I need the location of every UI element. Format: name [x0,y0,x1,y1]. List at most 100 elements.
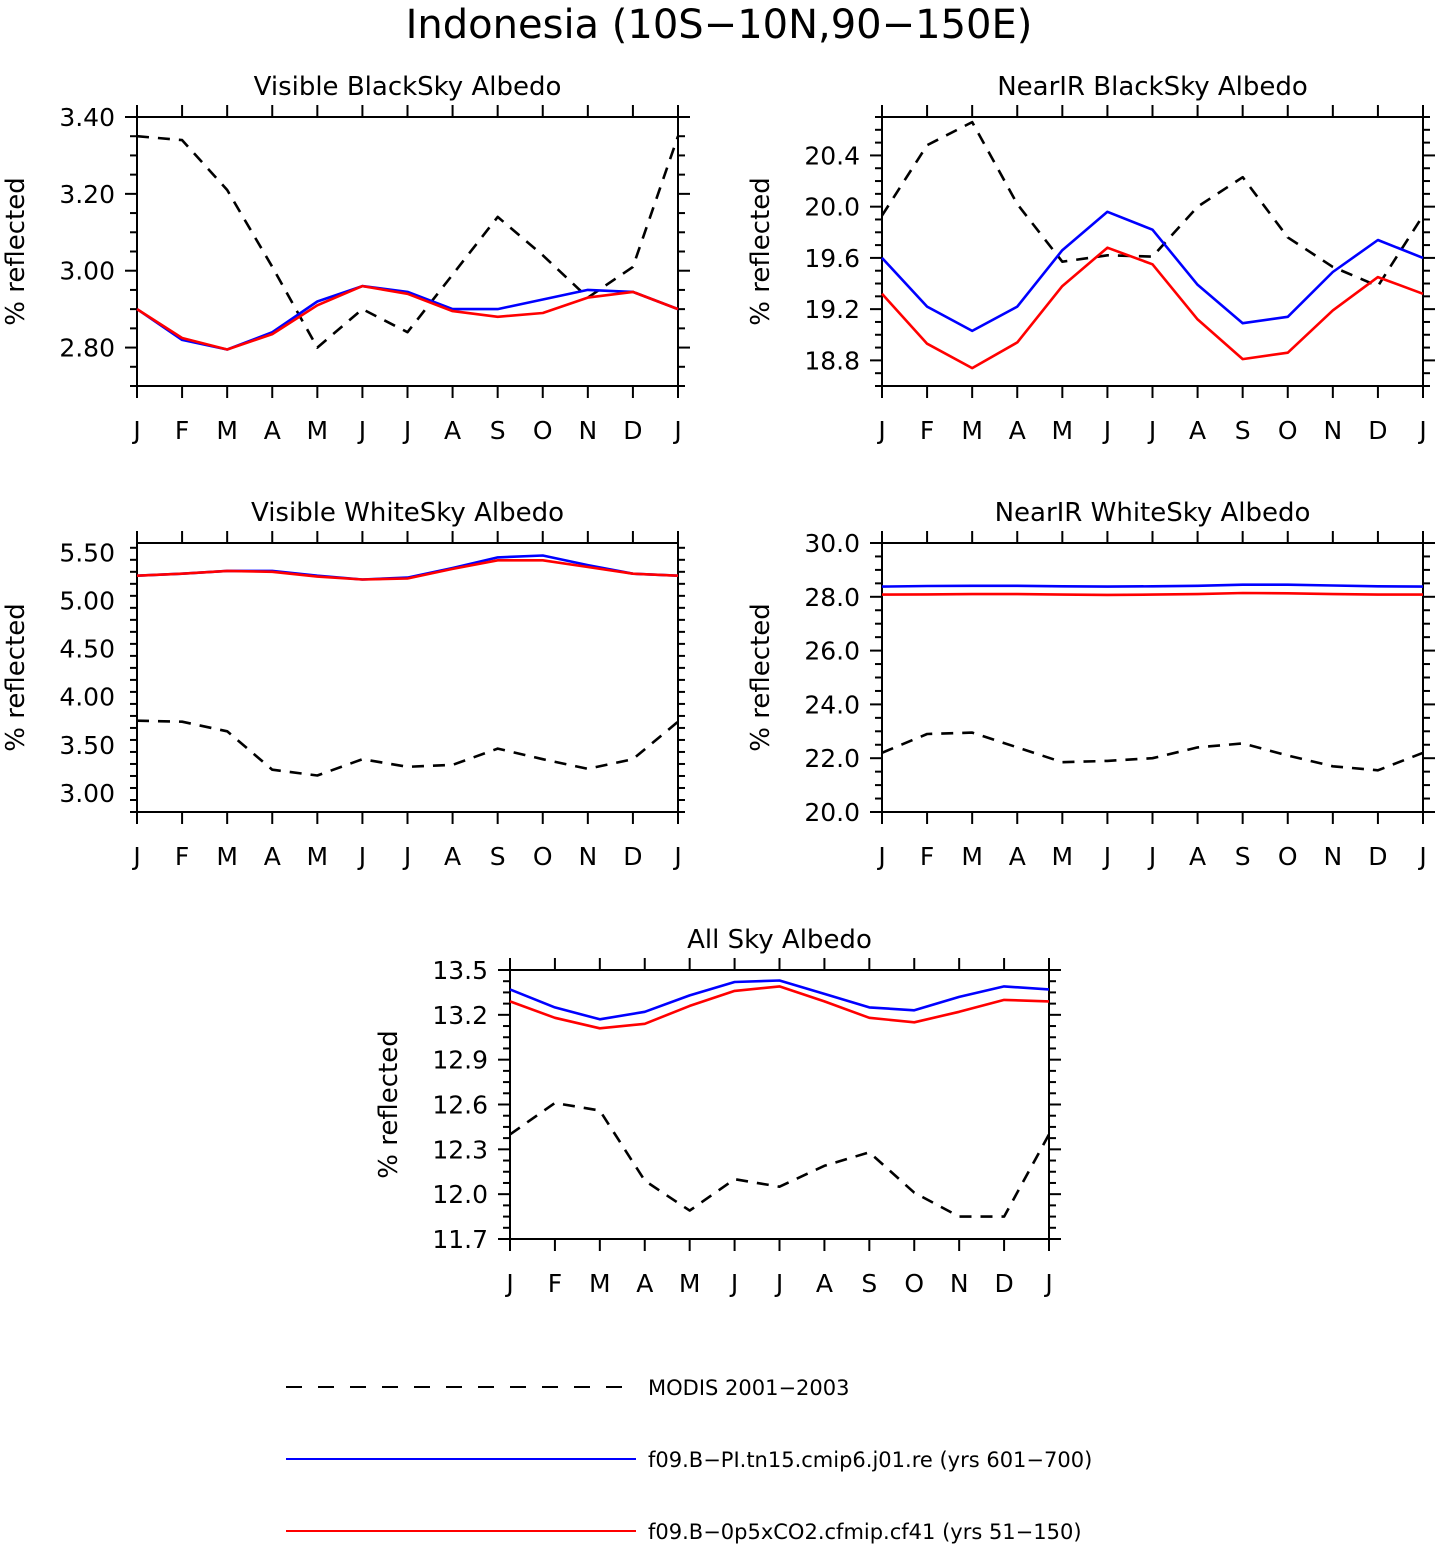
x-tick-label: A [264,842,281,871]
y-tick-label: 22.0 [804,744,860,773]
x-tick-label: A [1009,842,1026,871]
series-line-co2 [136,284,679,351]
x-tick-label: A [1009,416,1026,445]
x-tick-label: O [533,842,553,871]
x-tick-label: A [816,1269,833,1298]
x-tick-label: O [1278,842,1298,871]
series-line-modis [509,1101,1051,1218]
x-tick-label: S [861,1269,877,1298]
y-tick-label: 18.8 [804,346,860,375]
x-tick-label: F [920,842,934,871]
x-tick-label: O [1278,416,1298,445]
y-tick-label: 3.00 [59,257,115,286]
x-tick-label: J [729,1269,738,1298]
x-tick-label: A [1189,842,1206,871]
y-tick-label: 20.0 [804,193,860,222]
y-tick-label: 24.0 [804,690,860,719]
y-axis-label: % reflected [374,1030,404,1178]
x-tick-label: F [920,416,934,445]
x-tick-label: S [1235,416,1251,445]
x-tick-label: J [1147,842,1156,871]
x-tick-label: A [444,416,461,445]
y-tick-label: 5.50 [59,539,115,568]
y-tick-label: 28.0 [804,583,860,612]
x-tick-label: J [131,842,140,871]
series-line-modis [136,719,679,777]
y-tick-label: 11.7 [432,1225,488,1254]
plot-frame [881,116,1424,387]
x-tick-label: M [679,1269,701,1298]
y-tick-label: 19.2 [804,295,860,324]
x-tick-label: M [589,1269,611,1298]
plot-frame [136,542,679,813]
y-axis-label: % reflected [1,603,31,751]
x-tick-label: J [1417,416,1426,445]
x-tick-label: J [504,1269,513,1298]
y-tick-label: 20.4 [804,141,860,170]
series-line-co2 [881,246,1424,370]
y-tick-label: 12.0 [432,1180,488,1209]
panel-title: Visible WhiteSky Albedo [251,498,564,528]
legend-item-pi: f09.B−PI.tn15.cmip6.j01.re (yrs 601−700) [286,1448,1092,1472]
x-tick-label: N [578,842,597,871]
legend-label-modis: MODIS 2001−2003 [648,1376,850,1400]
x-tick-label: J [876,416,885,445]
panel-title: All Sky Albedo [687,925,872,955]
x-tick-label: F [175,842,189,871]
x-tick-label: J [1147,416,1156,445]
x-tick-label: O [533,416,553,445]
x-tick-label: J [131,416,140,445]
x-tick-label: M [1052,416,1074,445]
x-tick-label: A [1189,416,1206,445]
legend-label-co2: f09.B−0p5xCO2.cfmip.cf41 (yrs 51−150) [648,1520,1082,1544]
x-tick-label: J [774,1269,783,1298]
legend: MODIS 2001−2003 f09.B−PI.tn15.cmip6.j01.… [286,1376,1092,1544]
figure-title: Indonesia (10S−10N,90−150E) [406,2,1033,48]
x-tick-label: M [961,842,983,871]
x-tick-label: N [1323,416,1342,445]
series-line-co2 [509,985,1050,1030]
x-tick-label: J [357,416,366,445]
x-tick-label: M [961,416,983,445]
x-tick-label: J [1102,416,1111,445]
series-line-pi [881,210,1424,333]
x-tick-label: M [1052,842,1074,871]
x-tick-label: J [402,416,411,445]
y-tick-label: 4.00 [59,683,115,712]
x-tick-label: F [175,416,189,445]
series-line-pi [881,583,1424,588]
plot-frame [136,116,679,387]
y-tick-label: 13.2 [432,1001,488,1030]
x-tick-label: J [402,842,411,871]
y-tick-label: 20.0 [804,798,860,827]
x-tick-label: A [444,842,461,871]
x-tick-label: O [904,1269,924,1298]
y-tick-label: 12.3 [432,1135,488,1164]
x-tick-label: D [1368,416,1387,445]
y-tick-label: 5.00 [59,587,115,616]
x-tick-label: N [578,416,597,445]
y-tick-label: 12.9 [432,1046,488,1075]
legend-item-modis: MODIS 2001−2003 [286,1376,850,1400]
y-tick-label: 26.0 [804,637,860,666]
x-tick-label: J [672,416,681,445]
y-tick-label: 19.6 [804,244,860,273]
panel-title: NearIR BlackSky Albedo [997,72,1308,102]
series-line-pi [509,979,1050,1021]
y-tick-label: 4.50 [59,635,115,664]
x-tick-label: D [623,416,642,445]
series-line-modis [136,134,680,349]
x-tick-label: J [1102,842,1111,871]
x-tick-label: J [1417,842,1426,871]
x-tick-label: A [264,416,281,445]
x-tick-label: J [357,842,366,871]
series-line-co2 [881,591,1423,597]
y-tick-label: 3.00 [59,779,115,808]
y-tick-label: 12.6 [432,1091,488,1120]
y-tick-label: 30.0 [804,529,860,558]
legend-label-pi: f09.B−PI.tn15.cmip6.j01.re (yrs 601−700) [648,1448,1092,1472]
